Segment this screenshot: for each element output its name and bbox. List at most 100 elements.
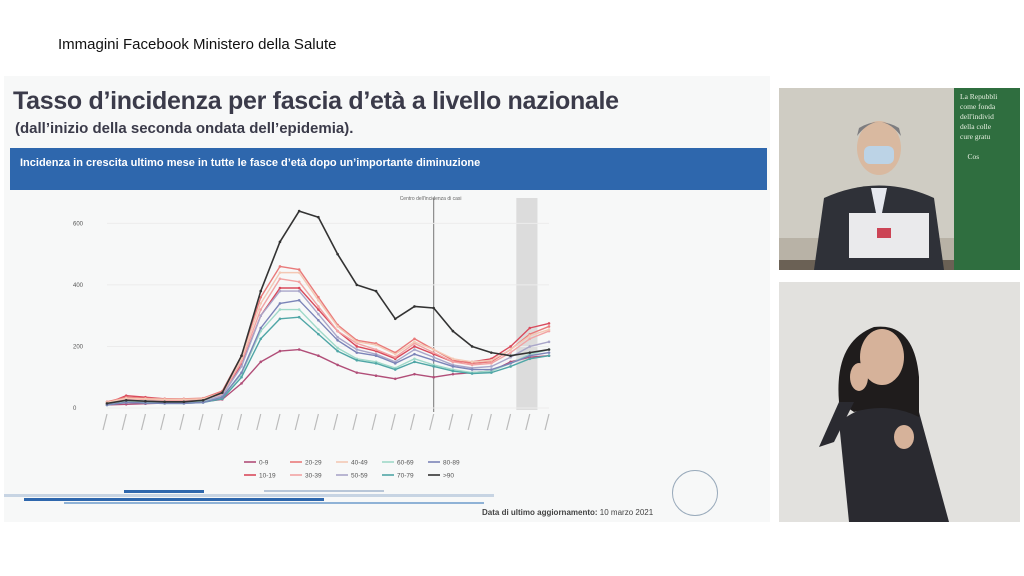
x-tick-label [217, 413, 223, 431]
series-line-8089 [106, 299, 550, 406]
data-point [144, 401, 147, 405]
data-point [432, 306, 435, 310]
data-point [355, 340, 359, 344]
data-point [451, 372, 455, 376]
series-line-5059 [106, 290, 550, 405]
data-point [490, 351, 493, 354]
last-update-date: 10 marzo 2021 [599, 508, 654, 517]
data-point [393, 362, 397, 365]
data-point [297, 280, 301, 284]
data-point [413, 345, 416, 348]
x-tick-label [294, 413, 300, 431]
data-point [317, 319, 320, 322]
slide-subtitle: (dall’inizio della seconda ondata dell’e… [15, 120, 354, 137]
data-point [374, 362, 378, 365]
x-tick-label [544, 413, 550, 431]
data-point [413, 352, 416, 356]
data-point [470, 345, 474, 348]
data-point [355, 371, 359, 374]
data-point [451, 360, 455, 364]
y-tick-label: 200 [73, 344, 84, 350]
data-point [317, 312, 320, 316]
x-tick-label [160, 413, 166, 431]
data-point [451, 357, 455, 361]
x-tick-label [140, 413, 147, 431]
data-point [374, 374, 378, 377]
legend-label: 60-69 [397, 460, 414, 467]
data-point [413, 360, 416, 364]
data-point [547, 340, 551, 344]
data-point [547, 325, 551, 328]
data-point [221, 395, 224, 399]
data-point [393, 377, 397, 381]
data-point [259, 302, 263, 305]
data-point [547, 354, 551, 357]
data-point [355, 283, 359, 287]
series-line-3039 [106, 278, 550, 405]
data-point [509, 348, 512, 351]
data-point [336, 349, 339, 353]
x-tick-label [236, 413, 243, 431]
data-point [470, 363, 474, 367]
data-point [528, 354, 532, 357]
x-tick-label [467, 413, 473, 431]
data-point [432, 355, 435, 359]
data-point [278, 308, 282, 311]
data-point [490, 371, 493, 374]
data-point [413, 372, 416, 376]
data-point [201, 401, 205, 404]
slide-title: Tasso d’incidenza per fascia d’età a liv… [13, 87, 619, 115]
data-point [470, 372, 474, 375]
data-point [374, 348, 378, 351]
shaded-period [516, 198, 538, 410]
data-point [297, 315, 301, 319]
data-point [336, 346, 339, 350]
legend-label: 40-49 [351, 460, 368, 467]
data-point [547, 322, 551, 325]
data-point [528, 337, 532, 341]
x-tick-label [390, 413, 396, 431]
data-point [317, 215, 320, 219]
data-point [317, 354, 320, 357]
series-line-09 [106, 348, 550, 406]
data-point [278, 240, 282, 244]
data-point [124, 399, 128, 402]
series-line-1019 [106, 287, 550, 405]
data-point [528, 334, 532, 337]
data-point [547, 328, 551, 331]
backdrop-panel: La Repubbli come fonda dell'individ dell… [954, 88, 1020, 270]
highlight-banner: Incidenza in crescita ultimo mese in tut… [10, 148, 767, 190]
data-point [317, 295, 320, 299]
data-point [240, 354, 243, 357]
data-point [259, 295, 263, 299]
data-point [182, 400, 186, 404]
x-tick-label [333, 413, 339, 431]
data-point [297, 348, 301, 351]
data-point [317, 305, 320, 308]
vertical-marker-label: Centro dell'incidenza di casi [400, 196, 462, 202]
data-point [278, 349, 282, 353]
x-tick-label [198, 413, 204, 431]
data-point [259, 326, 263, 330]
incidence-line-chart: Centro dell'incidenza di casi 0 200 400 600 0… [73, 196, 551, 480]
data-point [432, 348, 435, 351]
data-point [317, 328, 320, 331]
data-point [413, 340, 416, 344]
data-point [124, 403, 128, 406]
data-point [509, 354, 512, 357]
data-point [105, 402, 109, 405]
data-point [240, 382, 243, 385]
data-point [336, 329, 339, 333]
x-tick-label [525, 413, 531, 431]
data-point [240, 371, 243, 374]
data-point [240, 365, 243, 368]
x-tick-label [371, 413, 377, 431]
legend-label: >90 [443, 473, 454, 480]
data-point [374, 354, 378, 357]
data-point [278, 265, 282, 268]
data-point [182, 398, 186, 401]
x-tick-label [429, 413, 435, 431]
legend-label: 80-89 [443, 460, 460, 467]
data-point [163, 400, 166, 404]
data-point [259, 289, 263, 293]
